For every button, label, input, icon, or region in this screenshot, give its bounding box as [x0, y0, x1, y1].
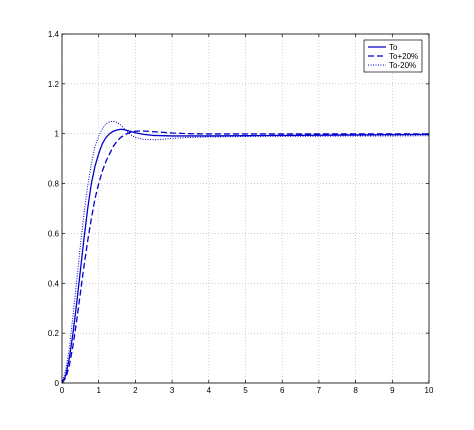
y-tick-label: 0 — [55, 379, 60, 388]
x-tick-label: 4 — [207, 386, 212, 395]
series-line-2 — [61, 130, 429, 384]
y-tick-label: 0.2 — [48, 329, 60, 338]
x-tick-label: 6 — [280, 386, 285, 395]
x-tick-label: 8 — [353, 386, 358, 395]
series-lines — [61, 120, 430, 384]
x-tick-label: 5 — [243, 386, 248, 395]
y-tick-label: 1 — [55, 130, 60, 139]
y-tick-label: 1.4 — [48, 30, 60, 39]
legend-label-2: To+20% — [389, 52, 418, 61]
x-tick-label: 0 — [60, 386, 65, 395]
x-tick-label: 2 — [133, 386, 138, 395]
x-tick-label: 9 — [390, 386, 395, 395]
x-tick-label: 3 — [170, 386, 175, 395]
plot-frame — [61, 33, 430, 384]
y-tick-label: 0.8 — [48, 180, 60, 189]
x-tick-label: 7 — [317, 386, 322, 395]
legend-label-3: To-20% — [389, 61, 416, 70]
y-tick-label: 0.6 — [48, 229, 60, 238]
y-tick-label: 0.4 — [48, 279, 60, 288]
series-line-1 — [61, 128, 430, 384]
y-tick-label: 1.2 — [48, 80, 60, 89]
x-tick-label: 10 — [425, 386, 434, 395]
series-line-3 — [61, 120, 430, 384]
axis-ticks: 0 1 2 3 4 5 6 7 8 9 10 0 0.2 0.4 0.6 0.8 1 1.2 1.4 — [48, 30, 434, 395]
legend-label-1: To — [389, 43, 398, 52]
x-tick-label: 1 — [96, 386, 101, 395]
